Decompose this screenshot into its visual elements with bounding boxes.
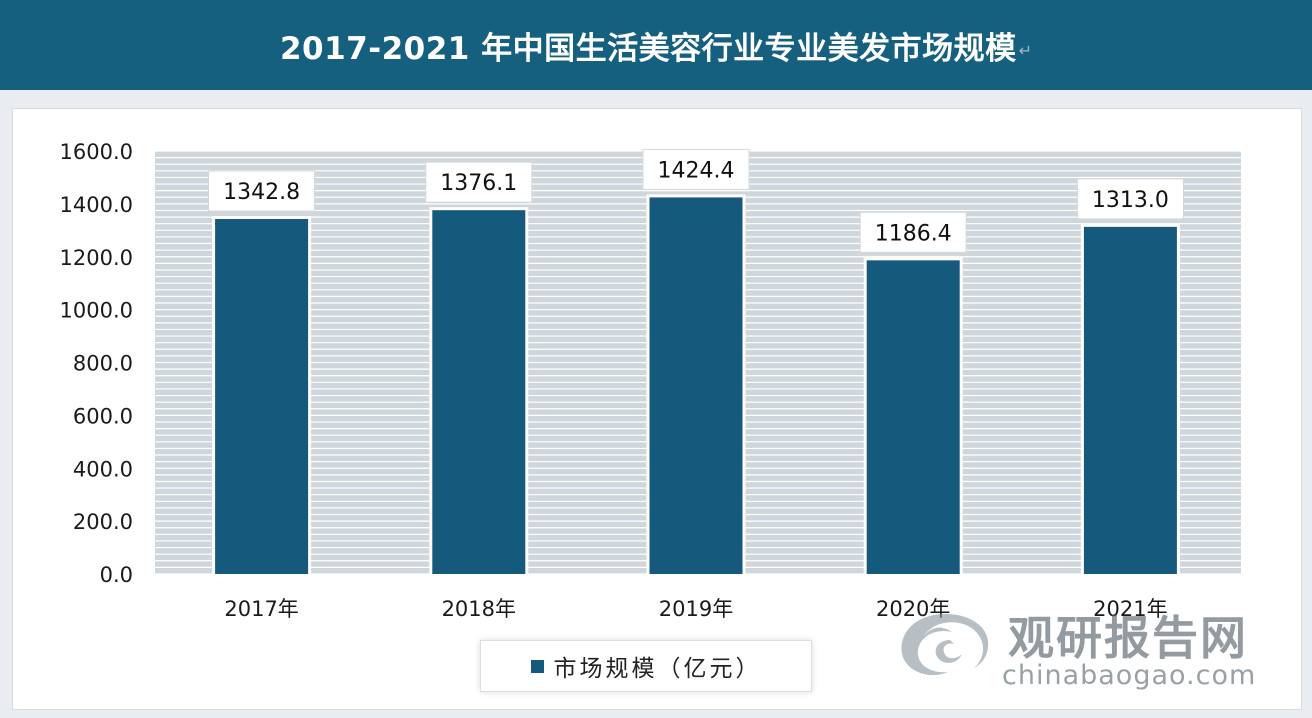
- y-tick-label: 0.0: [100, 563, 133, 587]
- legend-label: 市场规模（亿元）: [553, 656, 762, 682]
- data-label: 1313.0: [1092, 188, 1169, 213]
- data-label-box: [642, 148, 750, 190]
- data-label: 1186.4: [875, 221, 952, 246]
- data-label-box: [1076, 178, 1184, 220]
- bar: [866, 260, 960, 574]
- bar: [649, 197, 743, 574]
- x-tick-label: 2019年: [659, 597, 733, 621]
- legend-swatch: [530, 659, 544, 673]
- legend: 市场规模（亿元）: [480, 640, 812, 692]
- y-tick-label: 1000.0: [60, 299, 133, 323]
- bar: [215, 218, 309, 574]
- data-label: 1376.1: [440, 171, 517, 196]
- watermark: 观研报告网 chinabaogao.com: [890, 596, 1290, 696]
- y-tick-label: 1200.0: [60, 246, 133, 270]
- watermark-site: chinabaogao.com: [1002, 660, 1257, 691]
- swirl-logo-icon: [901, 614, 989, 676]
- y-tick-label: 800.0: [73, 352, 133, 376]
- x-tick-label: 2017年: [224, 597, 298, 621]
- x-tick-label: 2018年: [442, 597, 516, 621]
- y-tick-label: 400.0: [73, 457, 133, 481]
- watermark-name: 观研报告网: [1008, 611, 1248, 665]
- y-tick-label: 200.0: [73, 510, 133, 534]
- chart-panel: 0.0 200.0 400.0 600.0 800.0 1000.0 1200.0 1400.…: [12, 108, 1302, 710]
- y-tick-label: 1600.0: [60, 140, 133, 164]
- bar: [432, 210, 526, 574]
- data-label-box: [425, 161, 533, 203]
- data-label-box: [859, 211, 967, 253]
- y-tick-label: 1400.0: [60, 193, 133, 217]
- title-bar: 2017-2021 年中国生活美容行业专业美发市场规模 ↵: [0, 0, 1312, 90]
- paragraph-mark-icon: ↵: [1018, 40, 1033, 60]
- bar-chart: 0.0 200.0 400.0 600.0 800.0 1000.0 1200.0 1400.…: [60, 140, 1241, 621]
- data-label-box: [208, 170, 316, 212]
- chart-title: 2017-2021 年中国生活美容行业专业美发市场规模: [279, 30, 1017, 67]
- x-tick-label: 2021年: [1093, 597, 1167, 621]
- data-label: 1424.4: [658, 158, 735, 183]
- data-label: 1342.8: [223, 180, 300, 205]
- bar: [1083, 226, 1177, 575]
- y-tick-label: 600.0: [73, 404, 133, 428]
